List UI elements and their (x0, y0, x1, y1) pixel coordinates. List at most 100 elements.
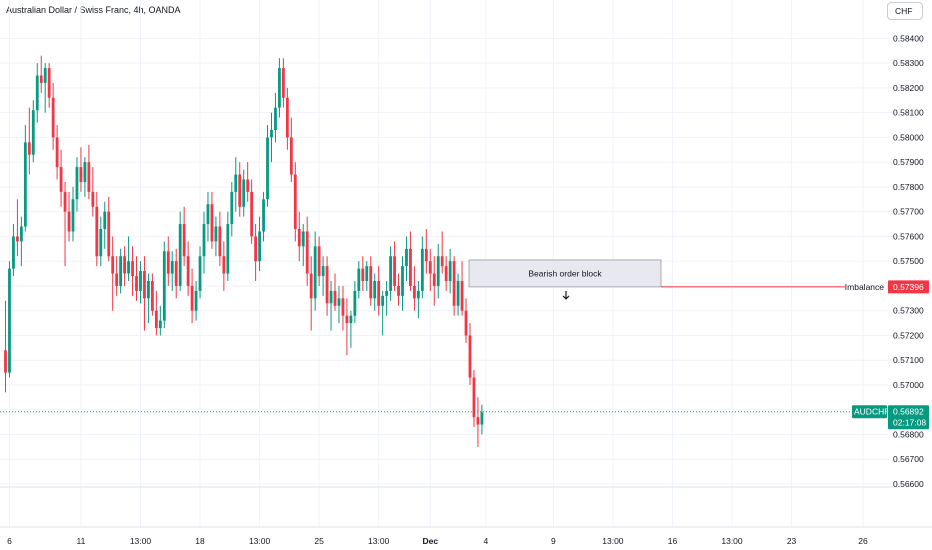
candle-bearish (361, 256, 365, 291)
candle-bullish (194, 280, 198, 321)
candle-bearish (150, 273, 154, 316)
last-price-text: 0.56892 (893, 407, 924, 417)
candle-bullish (202, 211, 206, 274)
candle-bearish (285, 87, 289, 150)
price-tick-label: 0.57800 (893, 182, 924, 192)
candle-bullish (198, 246, 202, 299)
bearish-order-block-zone[interactable] (468, 259, 662, 288)
candle-bearish (246, 162, 250, 202)
time-tick-label: 11 (77, 536, 86, 546)
candle-bearish (154, 290, 158, 336)
time-axis[interactable]: 6 11 13:00 18 13:00 25 13:00 Dec 4 9 13:00 16 13:00 2… (7, 536, 868, 546)
candle-bullish (456, 273, 460, 316)
price-tick-label: 0.58400 (893, 33, 924, 43)
candle-bearish (432, 256, 436, 306)
candle-bullish (139, 261, 142, 304)
candle-bearish (341, 285, 345, 331)
candle-bullish (416, 280, 420, 319)
price-tick-label: 0.56600 (893, 479, 924, 489)
candle-bearish (55, 125, 59, 180)
arrow-down-icon (562, 290, 570, 300)
time-tick-label: 18 (195, 536, 205, 546)
candle-bullish (170, 251, 174, 291)
candle-bullish (71, 186, 75, 242)
candle-bullish (178, 211, 182, 291)
grid-lines (0, 0, 900, 527)
time-tick-label: 13:00 (130, 536, 152, 546)
time-tick-label: 26 (858, 536, 868, 546)
candle-bearish (111, 236, 115, 311)
candle-bearish (143, 256, 146, 331)
candle-bearish (39, 55, 43, 93)
time-tick-label: 13:00 (602, 536, 624, 546)
candle-bearish (174, 248, 178, 299)
candle-bearish (460, 261, 464, 316)
candle-bearish (250, 179, 254, 244)
candle-bearish (345, 298, 349, 356)
candle-bearish (131, 246, 134, 296)
candle-bullish (242, 169, 246, 217)
candle-bullish (321, 256, 325, 296)
candle-bullish (75, 157, 79, 212)
candle-bullish (230, 181, 234, 237)
candle-bearish (63, 181, 67, 267)
candle-bearish (123, 246, 126, 286)
annotations: Bearish order block Imbalance (0, 259, 884, 413)
candle-bearish (182, 206, 186, 267)
time-tick-label: 4 (484, 536, 489, 546)
candle-bearish (440, 231, 444, 274)
candle-bearish (476, 397, 480, 447)
candle-bearish (297, 211, 301, 262)
price-tick-label: 0.57100 (893, 355, 924, 365)
price-tick-label: 0.57000 (893, 380, 924, 390)
candle-bearish (115, 256, 119, 296)
candle-bullish (127, 236, 130, 281)
price-tick-label: 0.56800 (893, 429, 924, 439)
candle-bearish (210, 191, 214, 249)
time-tick-label: 13:00 (721, 536, 743, 546)
candle-bullish (274, 92, 277, 143)
candle-bullish (158, 305, 162, 336)
candle-bearish (87, 144, 91, 200)
time-tick-label: Dec (422, 536, 438, 546)
candle-bearish (452, 256, 456, 316)
candle-bullish (43, 63, 47, 113)
candle-bullish (258, 216, 261, 272)
candle-bullish (353, 280, 357, 324)
candle-bearish (135, 256, 138, 301)
candle-bullish (448, 248, 452, 294)
bar-countdown-text: 02:17:08 (893, 418, 926, 428)
candle-bearish (472, 370, 476, 428)
price-tick-label: 0.57600 (893, 231, 924, 241)
candle-bullish (373, 273, 377, 311)
price-tick-label: 0.58000 (893, 132, 924, 142)
candles (4, 55, 484, 447)
price-tick-label: 0.57500 (893, 256, 924, 266)
candle-bearish (16, 199, 19, 257)
time-tick-label: 6 (7, 536, 12, 546)
candle-bullish (313, 231, 317, 311)
candle-bullish (385, 280, 389, 316)
time-tick-label: 23 (787, 536, 797, 546)
candle-bearish (377, 266, 381, 316)
candle-bearish (218, 211, 222, 267)
candle-bearish (413, 266, 416, 311)
candle-bearish (67, 191, 71, 242)
candle-bearish (369, 256, 373, 306)
candle-bearish (186, 241, 190, 296)
imbalance-label: Imbalance (845, 282, 884, 292)
currency-selector-button[interactable]: CHF (887, 2, 923, 20)
candle-bearish (95, 191, 99, 267)
candle-bullish (262, 191, 265, 242)
candle-bullish (301, 224, 305, 267)
time-tick-label: 25 (314, 536, 324, 546)
candle-bullish (214, 216, 218, 257)
candle-bullish (349, 310, 353, 348)
price-tick-label: 0.57900 (893, 157, 924, 167)
candle-bullish (436, 243, 440, 299)
candle-bullish (389, 246, 392, 301)
candle-bearish (444, 256, 448, 291)
candle-bullish (147, 273, 150, 324)
candle-bearish (51, 82, 55, 150)
